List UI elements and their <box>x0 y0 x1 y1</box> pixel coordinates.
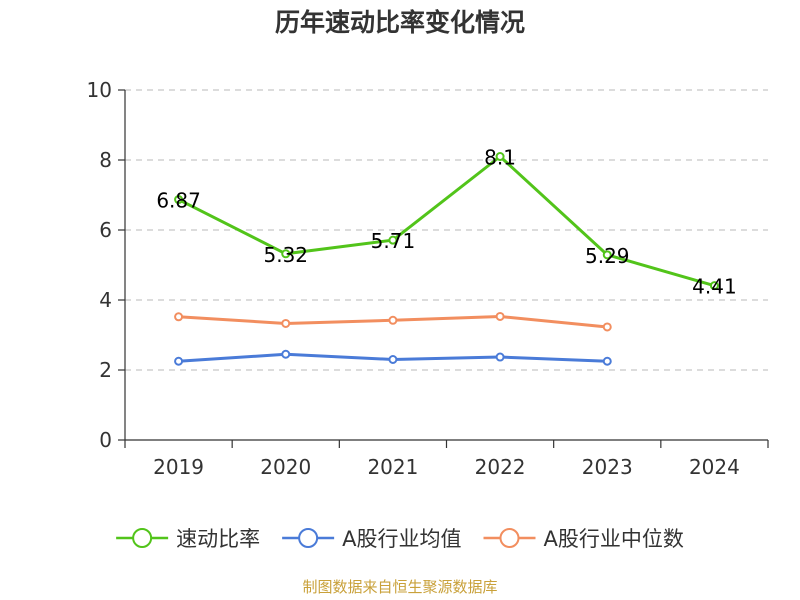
data-point <box>388 355 398 364</box>
data-point <box>495 352 505 362</box>
data-point <box>174 312 184 322</box>
y-tick-label: 0 <box>99 428 112 452</box>
series <box>174 311 612 332</box>
data-point <box>281 318 291 328</box>
data-point <box>281 249 291 259</box>
data-point <box>709 281 719 291</box>
x-tick-label: 2020 <box>260 455 311 479</box>
data-point <box>602 250 612 260</box>
legend-label: 速动比率 <box>176 527 260 551</box>
legend-label: A股行业均值 <box>342 527 461 551</box>
series-line <box>177 155 715 288</box>
legend-item: A股行业均值 <box>282 527 462 551</box>
data-label: 5.32 <box>263 243 308 267</box>
data-point <box>602 356 612 366</box>
y-tick-label: 8 <box>99 148 112 172</box>
legend-marker <box>298 528 319 548</box>
y-tick-label: 6 <box>99 218 112 242</box>
data-point <box>281 349 291 359</box>
chart-title: 历年速动比率变化情况 <box>275 8 525 37</box>
data-labels: 6.87 5.32 5.71 8.1 5.29 4.41 <box>156 146 736 299</box>
y-tick-label: 2 <box>99 358 112 382</box>
data-point <box>602 322 612 332</box>
series <box>174 349 612 366</box>
legend-marker <box>132 528 153 548</box>
data-point <box>388 315 398 325</box>
source-note: 制图数据来自恒生聚源数据库 <box>302 578 497 596</box>
y-tick-label: 4 <box>99 288 112 312</box>
series-layer <box>174 152 719 366</box>
legend-item: 速动比率 <box>116 527 260 551</box>
data-point <box>174 356 184 366</box>
series <box>174 152 719 291</box>
data-point <box>495 152 505 161</box>
legend-label: A股行业中位数 <box>543 527 683 551</box>
data-point <box>495 311 505 321</box>
data-point <box>174 195 184 205</box>
axes: 0 2 4 6 8 10 2019 2020 2021 2022 2023 2024 <box>87 78 769 479</box>
x-tick-label: 2021 <box>367 455 418 479</box>
legend-item: A股行业中位数 <box>483 527 684 551</box>
legend: 速动比率 A股行业均值 A股行业中位数 <box>116 527 684 551</box>
data-label: 5.71 <box>371 229 416 253</box>
y-tick-label: 10 <box>87 78 112 102</box>
data-label: 4.41 <box>692 275 737 299</box>
data-label: 8.1 <box>484 146 516 170</box>
x-tick-label: 2022 <box>475 455 526 479</box>
data-label: 6.87 <box>156 189 201 213</box>
legend-marker <box>499 528 520 548</box>
x-tick-label: 2019 <box>153 455 204 479</box>
data-label: 5.29 <box>585 244 630 268</box>
x-tick-label: 2023 <box>582 455 633 479</box>
data-point <box>388 235 398 245</box>
x-tick-label: 2024 <box>689 455 740 479</box>
grid-lines <box>125 89 768 371</box>
